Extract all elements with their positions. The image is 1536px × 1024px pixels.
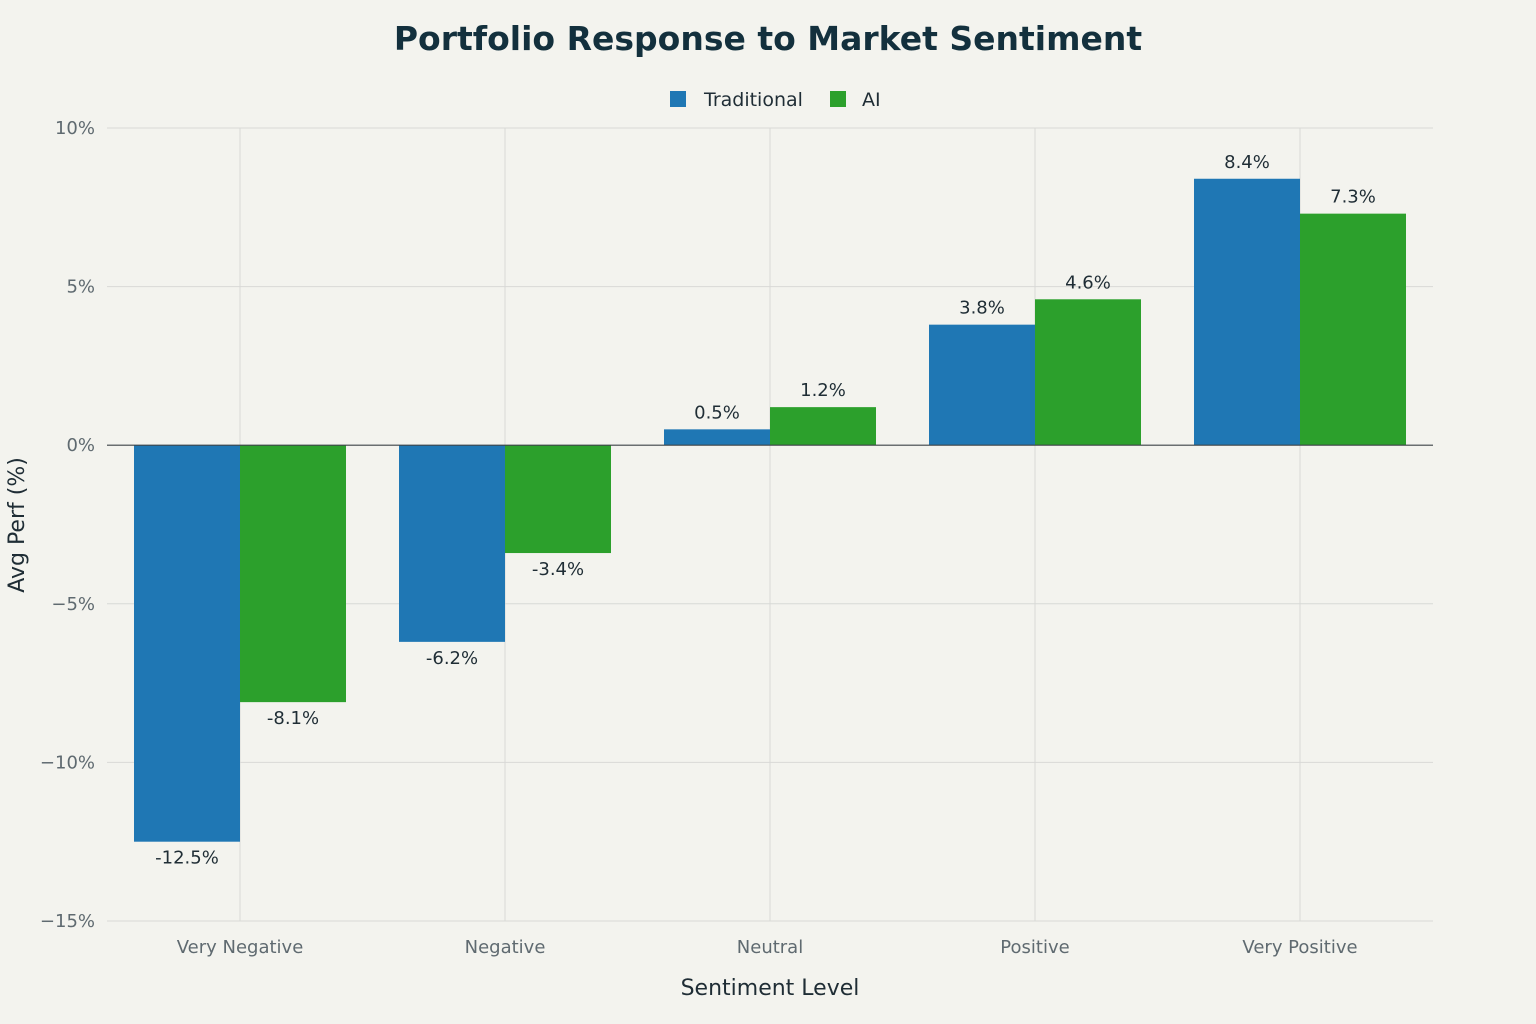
bar-ai-very-positive <box>1300 213 1406 446</box>
data-label: 3.8% <box>959 298 1005 319</box>
bar-traditional-positive <box>929 324 1035 446</box>
bar-traditional-very-negative <box>134 445 240 842</box>
y-axis-ticks: 10% 5% 0% −5% −10% −15% <box>40 118 95 932</box>
legend-swatch-traditional <box>670 91 686 107</box>
x-tick-label: Neutral <box>737 937 803 958</box>
data-labels: -12.5% -6.2% 0.5% 3.8% 8.4% -8.1% -3.4% 1.2% 4.6… <box>155 152 1376 869</box>
x-tick-label: Very Positive <box>1242 937 1357 958</box>
data-label: 4.6% <box>1065 272 1111 293</box>
x-tick-label: Very Negative <box>177 937 304 958</box>
y-axis-title: Avg Perf (%) <box>5 457 30 593</box>
x-axis-ticks: Very Negative Negative Neutral Positive Very… <box>177 937 1358 958</box>
data-label: 8.4% <box>1224 152 1270 173</box>
legend: Traditional AI <box>670 89 881 111</box>
data-label: -8.1% <box>267 708 319 729</box>
y-tick-label: −15% <box>40 911 95 932</box>
bar-ai-very-negative <box>240 445 346 703</box>
data-label: 7.3% <box>1330 187 1376 208</box>
bar-traditional-negative <box>399 445 505 642</box>
y-tick-label: −5% <box>51 594 95 615</box>
x-axis-title: Sentiment Level <box>681 976 860 1001</box>
x-tick-label: Positive <box>1000 937 1069 958</box>
legend-label-traditional: Traditional <box>703 89 803 111</box>
legend-label-ai: AI <box>862 89 881 111</box>
data-label: -12.5% <box>155 848 219 869</box>
data-label: 1.2% <box>800 380 846 401</box>
bar-ai-neutral <box>770 407 876 446</box>
legend-swatch-ai <box>830 91 846 107</box>
bars <box>134 178 1406 842</box>
y-tick-label: 0% <box>66 435 95 456</box>
bar-traditional-neutral <box>664 429 770 446</box>
chart-title: Portfolio Response to Market Sentiment <box>394 19 1142 58</box>
bar-traditional-very-positive <box>1194 178 1300 446</box>
data-label: -3.4% <box>532 559 584 580</box>
y-tick-label: 5% <box>66 277 95 298</box>
bar-ai-positive <box>1035 299 1141 446</box>
y-tick-label: 10% <box>55 118 95 139</box>
data-label: 0.5% <box>694 402 740 423</box>
bar-ai-negative <box>505 445 611 554</box>
y-tick-label: −10% <box>40 752 95 773</box>
x-tick-label: Negative <box>465 937 546 958</box>
data-label: -6.2% <box>426 648 478 669</box>
